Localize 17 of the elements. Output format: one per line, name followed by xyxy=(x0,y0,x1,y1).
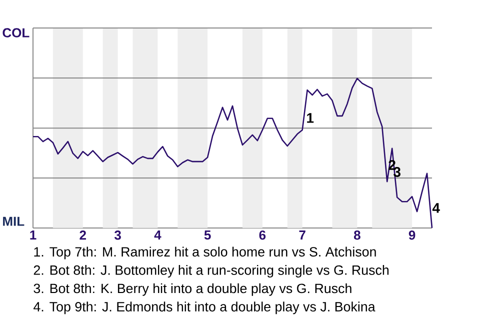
x-tick-label: 1 xyxy=(30,230,36,240)
x-tick-label: 4 xyxy=(154,230,162,240)
x-tick-label: 7 xyxy=(299,230,306,240)
text: 4. Top 9th: J. Edmonds hit into a double play vs J. Bokina xyxy=(34,302,376,314)
x-tick-label: 3 xyxy=(114,230,121,240)
x-tick-label: 2 xyxy=(80,230,86,240)
text: 2. Bot 8th: J. Bottomley hit a run-scoring single vs G. Rusch xyxy=(34,265,389,278)
text: 4 xyxy=(432,203,440,213)
text: MIL xyxy=(3,216,24,226)
x-tick-label: 9 xyxy=(408,230,416,240)
text: 1. Top 7th: M. Ramirez hit a solo home run vs S. Atchison xyxy=(34,246,376,260)
x-tick-label: 8 xyxy=(354,230,360,240)
annotation: 1 xyxy=(307,113,314,123)
text: COL xyxy=(2,28,30,38)
text: 3. Bot 8th: K. Berry hit into a double play vs G. Rusch xyxy=(34,283,352,296)
x-tick-label: 6 xyxy=(259,230,266,240)
x-tick-label: 5 xyxy=(204,230,211,240)
